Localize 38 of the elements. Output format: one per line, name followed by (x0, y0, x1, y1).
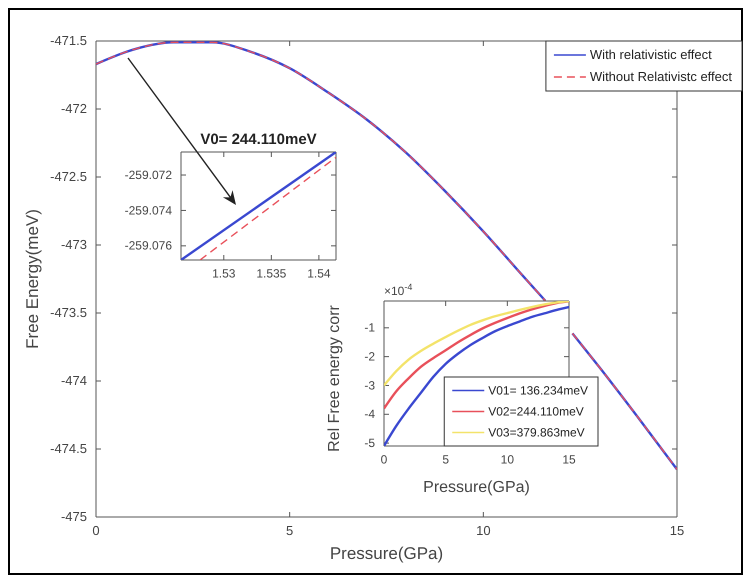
x-tick-label: 5 (442, 452, 450, 467)
y-tick-label: -475 (60, 509, 87, 524)
x-tick-label: 1.54 (307, 266, 331, 281)
x-tick-label: 10 (476, 523, 491, 538)
x-axis-title: Pressure(GPa) (330, 544, 444, 563)
y-tick-label: -4 (364, 407, 376, 422)
annotation: ×10$^{-4}$ (384, 282, 412, 298)
y-tick-label: -3 (364, 378, 376, 392)
y-tick-label: -472.5 (50, 169, 87, 184)
legend-label: V01= 136.234meV (488, 384, 588, 398)
x-tick-label: 5 (286, 523, 294, 538)
legend-label: Without Relativistc effect (590, 69, 732, 84)
x-tick-label: 10 (500, 452, 514, 467)
y-tick-label: -1 (364, 320, 376, 335)
y-axis-title: Rel Free energy corr (326, 304, 343, 452)
y-tick-label: -474.5 (50, 441, 87, 456)
x-axis-title: Pressure(GPa) (423, 479, 530, 496)
y-tick-label: -474 (60, 373, 87, 388)
x-tick-label: 15 (562, 452, 576, 467)
legend-label: With relativistic effect (590, 47, 712, 62)
legend-label: V03=379.863meV (488, 426, 585, 440)
x-tick-label: 15 (670, 523, 684, 538)
chart-title: V0= 244.110meV (200, 131, 317, 148)
y-tick-label: -473 (60, 237, 87, 252)
x-tick-label: 1.53 (212, 266, 236, 281)
x-tick-label: 0 (380, 452, 388, 467)
y-tick-label: -259.072 (124, 168, 172, 182)
y-tick-label: -259.074 (124, 203, 172, 218)
y-tick-label: -472 (60, 101, 87, 116)
x-tick-label: 1.535 (256, 266, 287, 281)
y-axis-title: Free Energy(meV) (23, 209, 42, 349)
y-tick-label: -473.5 (50, 305, 87, 320)
y-tick-label: -259.076 (124, 238, 172, 253)
y-tick-label: -471.5 (50, 33, 87, 48)
y-tick-label: -5 (364, 436, 376, 450)
x-tick-label: 0 (92, 523, 100, 538)
legend-label: V02=244.110meV (488, 404, 584, 418)
y-tick-label: -2 (364, 349, 376, 364)
